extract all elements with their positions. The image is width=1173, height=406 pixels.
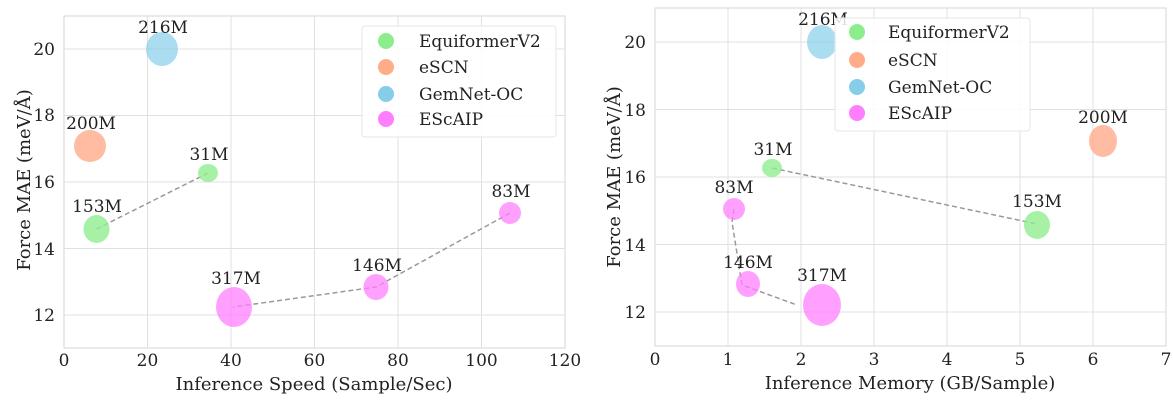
svg-text:16: 16 bbox=[33, 173, 55, 193]
left-legend: EquiformerV2 eSCN GemNet-OC EScAIP bbox=[361, 25, 557, 138]
left-point-equiformerv2-31m[interactable] bbox=[198, 164, 218, 182]
left-point-escaip-83m[interactable] bbox=[499, 202, 521, 224]
right-equiformer-connector bbox=[771, 167, 1038, 225]
svg-text:18: 18 bbox=[624, 101, 646, 121]
svg-text:12: 12 bbox=[624, 303, 646, 323]
legend-marker-equiformerv2 bbox=[849, 24, 865, 40]
right-y-axis-label: Force MAE (meV/Å) bbox=[603, 86, 625, 268]
svg-text:7: 7 bbox=[1161, 350, 1172, 370]
svg-text:4: 4 bbox=[942, 350, 953, 370]
right-x-ticks: 0 1 2 3 4 5 6 7 bbox=[650, 350, 1172, 370]
left-label-200m: 200M bbox=[66, 114, 116, 134]
left-point-equiformerv2-153m[interactable] bbox=[83, 215, 110, 243]
right-chart: 216M 200M 31M 153M 83M 146M 317M Equifor… bbox=[603, 7, 1172, 394]
right-point-escaip-317m[interactable] bbox=[803, 284, 841, 326]
left-label-31m: 31M bbox=[189, 145, 228, 165]
right-escaip-connector bbox=[731, 208, 798, 306]
svg-text:1: 1 bbox=[723, 350, 734, 370]
svg-text:3: 3 bbox=[869, 350, 880, 370]
legend-marker-escn bbox=[849, 52, 865, 68]
right-y-ticks: 20 18 16 14 12 bbox=[624, 33, 646, 323]
svg-text:20: 20 bbox=[137, 351, 159, 371]
left-point-escn-200m[interactable] bbox=[74, 130, 106, 162]
left-label-146m: 146M bbox=[352, 256, 402, 276]
legend-marker-gemnet-oc bbox=[849, 79, 865, 95]
left-label-216m: 216M bbox=[138, 18, 188, 38]
svg-text:60: 60 bbox=[304, 351, 326, 371]
right-x-axis-label: Inference Memory (GB/Sample) bbox=[765, 373, 1056, 394]
right-legend-box bbox=[834, 17, 1031, 132]
right-label-200m: 200M bbox=[1078, 108, 1128, 128]
legend-marker-escn bbox=[378, 59, 394, 75]
svg-text:2: 2 bbox=[796, 350, 807, 370]
left-chart: 216M 200M 31M 153M 83M 146M 317M Equifor… bbox=[13, 15, 582, 395]
svg-text:0: 0 bbox=[59, 351, 70, 371]
left-label-317m: 317M bbox=[211, 269, 261, 289]
legend-marker-escaip bbox=[378, 111, 394, 127]
left-legend-box bbox=[361, 25, 557, 138]
left-legend-equiformerv2: EquiformerV2 bbox=[419, 32, 541, 52]
right-label-153m: 153M bbox=[1012, 192, 1062, 212]
right-legend-escaip: EScAIP bbox=[888, 104, 952, 124]
left-legend-escn: eSCN bbox=[419, 58, 469, 78]
svg-text:6: 6 bbox=[1088, 350, 1099, 370]
legend-marker-gemnet-oc bbox=[378, 86, 394, 102]
svg-text:0: 0 bbox=[650, 350, 661, 370]
svg-text:40: 40 bbox=[220, 351, 242, 371]
svg-text:80: 80 bbox=[387, 351, 409, 371]
right-point-equiformerv2-153m[interactable] bbox=[1024, 211, 1050, 239]
right-legend-equiformerv2: EquiformerV2 bbox=[888, 23, 1010, 43]
left-label-83m: 83M bbox=[491, 182, 530, 202]
left-point-escaip-317m[interactable] bbox=[216, 287, 252, 327]
svg-text:120: 120 bbox=[549, 351, 581, 371]
svg-text:12: 12 bbox=[33, 306, 55, 326]
svg-text:14: 14 bbox=[33, 240, 55, 260]
left-y-axis-label: Force MAE (meV/Å) bbox=[13, 89, 35, 271]
left-label-153m: 153M bbox=[72, 197, 122, 217]
left-legend-escaip: EScAIP bbox=[419, 110, 483, 130]
right-legend-gemnet-oc: GemNet-OC bbox=[888, 78, 992, 98]
svg-text:100: 100 bbox=[465, 351, 497, 371]
left-equiformer-connector bbox=[96, 172, 209, 230]
right-label-83m: 83M bbox=[714, 178, 753, 198]
svg-text:16: 16 bbox=[624, 168, 646, 188]
left-point-gemnet-oc-216m[interactable] bbox=[146, 32, 178, 66]
left-x-ticks: 0 20 40 60 80 100 120 bbox=[59, 351, 582, 371]
right-label-31m: 31M bbox=[753, 140, 792, 160]
right-legend: EquiformerV2 eSCN GemNet-OC EScAIP bbox=[834, 17, 1031, 132]
svg-text:5: 5 bbox=[1015, 350, 1026, 370]
svg-text:20: 20 bbox=[624, 33, 646, 53]
legend-marker-escaip bbox=[849, 105, 865, 121]
right-point-escaip-83m[interactable] bbox=[723, 198, 745, 220]
left-legend-gemnet-oc: GemNet-OC bbox=[419, 85, 523, 105]
left-y-ticks: 20 18 16 14 12 bbox=[33, 40, 55, 326]
right-point-escn-200m[interactable] bbox=[1089, 125, 1117, 157]
right-legend-escn: eSCN bbox=[888, 51, 938, 71]
left-point-escaip-146m[interactable] bbox=[363, 274, 389, 300]
svg-text:14: 14 bbox=[624, 236, 646, 256]
left-x-axis-label: Inference Speed (Sample/Sec) bbox=[176, 374, 453, 395]
right-point-equiformerv2-31m[interactable] bbox=[762, 159, 782, 177]
right-label-146m: 146M bbox=[723, 253, 773, 273]
right-point-gemnet-oc-216m[interactable] bbox=[807, 25, 837, 59]
svg-text:20: 20 bbox=[33, 40, 55, 60]
right-point-escaip-146m[interactable] bbox=[736, 271, 760, 297]
right-label-317m: 317M bbox=[797, 266, 847, 286]
svg-text:18: 18 bbox=[33, 106, 55, 126]
legend-marker-equiformerv2 bbox=[378, 33, 394, 49]
